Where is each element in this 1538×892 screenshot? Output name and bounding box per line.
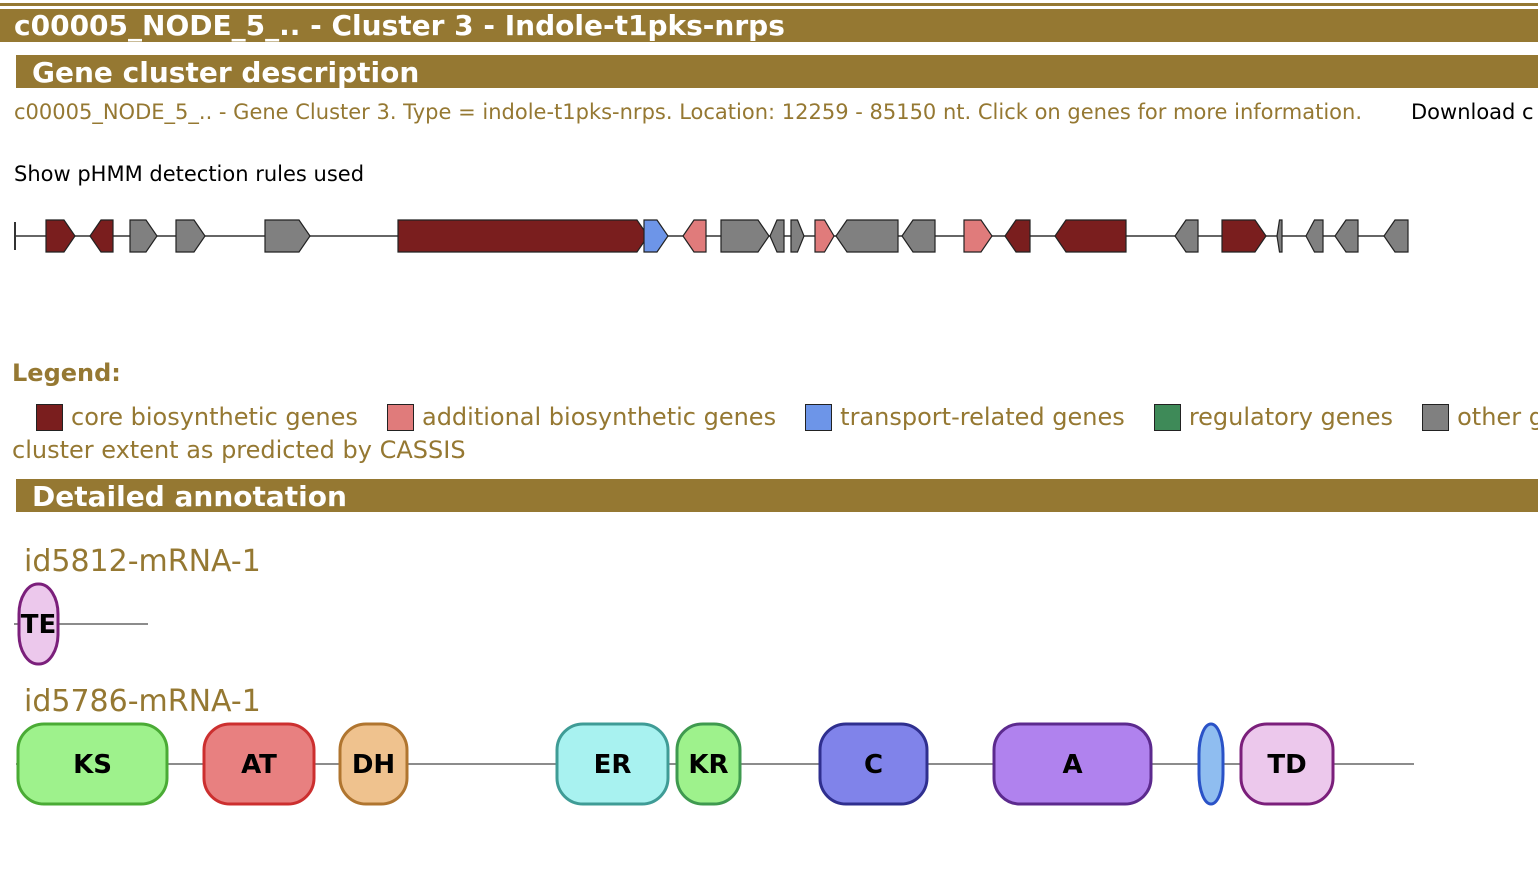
download-link[interactable]: Download c	[1411, 100, 1534, 124]
legend-item-additional: additional biosynthetic genes	[386, 402, 777, 432]
gene-arrow[interactable]	[1004, 219, 1031, 253]
domain-c[interactable]: C	[818, 722, 929, 806]
cassis-note: cluster extent as predicted by CASSIS	[12, 436, 466, 464]
domain-label: A	[1062, 750, 1082, 780]
gene-arrow[interactable]	[1174, 219, 1199, 253]
domain-ks[interactable]: KS	[16, 722, 169, 806]
legend-label-regulatory: regulatory genes	[1188, 403, 1394, 431]
legend-swatch-other	[1422, 403, 1450, 431]
domain-label: TD	[1267, 750, 1306, 780]
gene-arrow[interactable]	[175, 219, 206, 253]
gene-arrow[interactable]	[397, 219, 649, 253]
legend-item-regulatory: regulatory genes	[1153, 402, 1394, 432]
gene-title-id5786[interactable]: id5786-mRNA-1	[24, 684, 261, 719]
domain-td[interactable]: TD	[1239, 722, 1335, 806]
domain-track-id5812: TE	[14, 582, 148, 666]
gene-arrow[interactable]	[963, 219, 993, 253]
domain-track-id5786: KS AT DH ER KR C A TD	[16, 722, 1414, 806]
legend-item-other: other genes	[1422, 402, 1538, 432]
legend-swatch-core	[36, 403, 63, 431]
domain-label: KR	[688, 750, 728, 780]
gene-arrow[interactable]	[1334, 219, 1359, 253]
gene-arrow[interactable]	[720, 219, 770, 253]
gene-arrow[interactable]	[835, 219, 899, 253]
gene-arrow[interactable]	[643, 219, 669, 253]
domain-a[interactable]: A	[992, 722, 1153, 806]
legend-swatch-additional	[386, 403, 414, 431]
gene-arrow[interactable]	[129, 219, 158, 253]
gene-arrow[interactable]	[264, 219, 311, 253]
legend-label-other: other genes	[1457, 403, 1538, 431]
legend-title: Legend:	[12, 359, 121, 387]
domain-label: C	[864, 750, 883, 780]
domain-er[interactable]: ER	[555, 722, 670, 806]
section-header-description: Gene cluster description	[16, 55, 1538, 88]
section-header-annotation: Detailed annotation	[16, 479, 1538, 512]
domain-label: KS	[73, 750, 112, 780]
phmm-rules-toggle[interactable]: Show pHMM detection rules used	[14, 162, 365, 186]
gene-arrow[interactable]	[814, 219, 835, 253]
legend-swatch-regulatory	[1153, 403, 1181, 431]
gene-arrow[interactable]	[1383, 219, 1409, 253]
gene-arrow[interactable]	[1221, 219, 1267, 253]
domain-label: ER	[594, 750, 632, 780]
gene-arrow[interactable]	[45, 219, 76, 253]
gene-arrow[interactable]	[1305, 219, 1324, 253]
domain-dh[interactable]: DH	[338, 722, 409, 806]
legend-item-core: core biosynthetic genes	[36, 402, 358, 432]
domain-unlabeled[interactable]	[1197, 722, 1225, 806]
gene-title-id5812[interactable]: id5812-mRNA-1	[24, 544, 261, 579]
gene-arrow[interactable]	[769, 219, 785, 253]
gene-arrow[interactable]	[1054, 219, 1127, 253]
gene-arrow[interactable]	[901, 219, 936, 253]
legend-label-core: core biosynthetic genes	[71, 403, 358, 431]
cluster-description: c00005_NODE_5_.. - Gene Cluster 3. Type …	[14, 100, 1363, 124]
top-rule	[0, 3, 1538, 6]
domain-at[interactable]: AT	[202, 722, 316, 806]
cluster-gene-map	[14, 219, 1409, 253]
legend: core biosynthetic genes additional biosy…	[36, 402, 1538, 436]
gene-arrow[interactable]	[89, 219, 114, 253]
page-title: c00005_NODE_5_.. - Cluster 3 - Indole-t1…	[0, 9, 1538, 42]
legend-item-transport: transport-related genes	[805, 402, 1125, 432]
domain-label: AT	[241, 750, 277, 780]
gene-arrow[interactable]	[790, 219, 805, 253]
domain-label: TE	[21, 610, 57, 640]
legend-swatch-transport	[805, 403, 833, 431]
gene-arrow[interactable]	[1276, 219, 1283, 253]
legend-label-transport: transport-related genes	[840, 403, 1125, 431]
gene-arrow[interactable]	[682, 219, 707, 253]
legend-label-additional: additional biosynthetic genes	[421, 403, 777, 431]
domain-kr[interactable]: KR	[675, 722, 742, 806]
domain-te[interactable]: TE	[17, 582, 60, 666]
domain-label: DH	[352, 750, 395, 780]
